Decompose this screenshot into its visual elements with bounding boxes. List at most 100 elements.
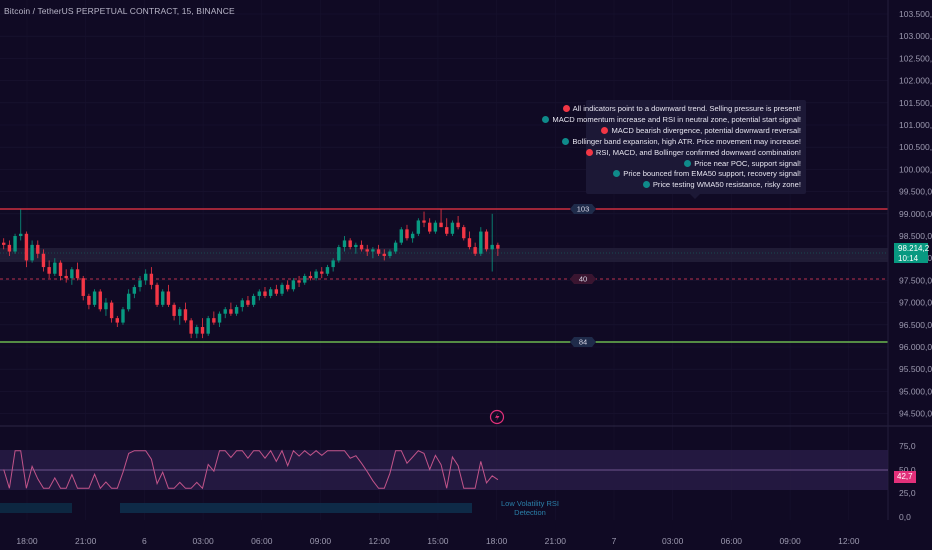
candle-body <box>217 313 222 323</box>
support-badge: 84 <box>570 337 596 347</box>
price-tick-label: 100.500,0 <box>899 142 932 152</box>
candle-body <box>490 244 494 250</box>
candle-body <box>246 300 250 305</box>
price-tick-label: 103.500,0 <box>899 9 932 19</box>
candle-body <box>166 291 171 305</box>
time-tick-label: 03:00 <box>662 536 684 546</box>
candle-body <box>291 280 296 290</box>
candle-body <box>473 247 477 254</box>
candle-body <box>274 289 279 294</box>
time-axis-labels: 18:00 21:00 6 03:00 06:00 09:00 12:00 15:00 18:0… <box>16 536 859 546</box>
candle-body <box>263 291 267 296</box>
signal-text: Price testing WMA50 resistance, risky zo… <box>652 180 801 190</box>
time-tick-label: 6 <box>142 536 147 546</box>
signal-row: All indicators point to a downward trend… <box>562 104 801 113</box>
poc-zone <box>0 248 888 262</box>
candle-body <box>212 318 216 323</box>
price-tick-label: 99.000,0 <box>899 209 932 219</box>
time-tick-label: 21:00 <box>75 536 97 546</box>
candle-body <box>92 291 97 305</box>
panel-pointer <box>690 194 700 199</box>
price-tick-label: 95.500,0 <box>899 364 932 374</box>
rsi-tick-label: 0,0 <box>899 512 911 522</box>
candle-body <box>428 222 432 232</box>
candle-body <box>359 244 364 250</box>
candle-body <box>342 240 347 248</box>
candle-body <box>297 280 301 283</box>
time-tick-label: 03:00 <box>192 536 214 546</box>
bullish-dot-icon <box>613 170 621 178</box>
candle-body <box>30 244 34 261</box>
time-tick-label: 09:00 <box>779 536 801 546</box>
candle-body <box>399 229 403 243</box>
candle-body <box>126 293 131 310</box>
price-tick-label: 101.500,0 <box>899 98 932 108</box>
candle-body <box>189 320 193 334</box>
low-volatility-label: Low Volatility RSI Detection <box>498 499 562 517</box>
time-tick-label: 18:00 <box>486 536 508 546</box>
price-tick-label: 95.000,0 <box>899 386 932 396</box>
candle-body <box>13 236 17 252</box>
candle-body <box>439 222 443 228</box>
rsi-tick-label: 75,0 <box>899 441 916 451</box>
candle-body <box>410 233 415 239</box>
candle-body <box>138 280 142 288</box>
candle-body <box>405 229 409 239</box>
price-tick-label: 96.500,0 <box>899 320 932 330</box>
candle-body <box>484 231 489 250</box>
support-badge-label: 84 <box>579 338 587 347</box>
price-tick-label: 101.000,0 <box>899 120 932 130</box>
time-tick-label: 7 <box>612 536 617 546</box>
candle-body <box>416 220 421 234</box>
rsi-line <box>3 449 499 490</box>
candle-body <box>382 253 386 256</box>
signal-text: Price near POC, support signal! <box>694 158 801 168</box>
price-tick-label: 102.000,0 <box>899 76 932 86</box>
candle-body <box>149 273 154 285</box>
time-tick-label: 18:00 <box>16 536 38 546</box>
candle-body <box>64 275 68 279</box>
price-tick-label: 97.500,0 <box>899 275 932 285</box>
candle-body <box>365 249 369 252</box>
signal-text: MACD bearish divergence, potential downw… <box>611 125 801 135</box>
price-axis-labels: 103.500,0 103.000,0 102.500,0 102.000,0 101.… <box>899 9 932 419</box>
candle-body <box>388 251 392 256</box>
low-volatility-label-line2: Detection <box>514 508 546 517</box>
candle-body <box>467 238 472 248</box>
time-tick-label: 12:00 <box>369 536 391 546</box>
price-tick-label: 100.000,0 <box>899 164 932 174</box>
time-tick-label: 09:00 <box>310 536 332 546</box>
price-tick-label: 96.000,0 <box>899 342 932 352</box>
signal-text: RSI, MACD, and Bollinger confirmed downw… <box>595 147 801 157</box>
lightning-icon[interactable] <box>489 409 505 425</box>
price-tick-label: 99.500,0 <box>899 187 932 197</box>
candle-body <box>479 231 483 254</box>
candle-body <box>53 262 57 274</box>
candle-body <box>268 289 273 296</box>
candle-body <box>81 278 85 296</box>
candle-body <box>178 309 182 316</box>
price-tick-label: 98.500,0 <box>899 231 932 241</box>
candle-body <box>308 275 313 279</box>
low-volatility-label-line1: Low Volatility RSI <box>501 499 559 508</box>
rsi-axis-labels: 75,0 50,0 25,0 0,0 <box>899 441 916 522</box>
candle-body <box>36 244 40 254</box>
signal-row: Price near POC, support signal! <box>684 159 801 168</box>
rsi-value-tag: 42,7 <box>894 471 916 483</box>
candles-layer <box>2 209 500 339</box>
countdown-value: 10:14 <box>898 253 919 263</box>
bullish-dot-icon <box>542 115 550 123</box>
candle-body <box>161 291 165 305</box>
candle-body <box>206 318 210 334</box>
price-tick-label: 94.500,0 <box>899 409 932 419</box>
time-tick-label: 06:00 <box>251 536 273 546</box>
low-volatility-bar-1 <box>0 503 72 513</box>
candle-body <box>331 260 335 268</box>
time-tick-label: 12:00 <box>838 536 860 546</box>
candle-body <box>109 302 114 319</box>
candle-body <box>234 307 239 314</box>
candle-body <box>144 273 148 281</box>
bullish-dot-icon <box>642 181 650 189</box>
resistance-badge-label: 103 <box>577 205 590 214</box>
